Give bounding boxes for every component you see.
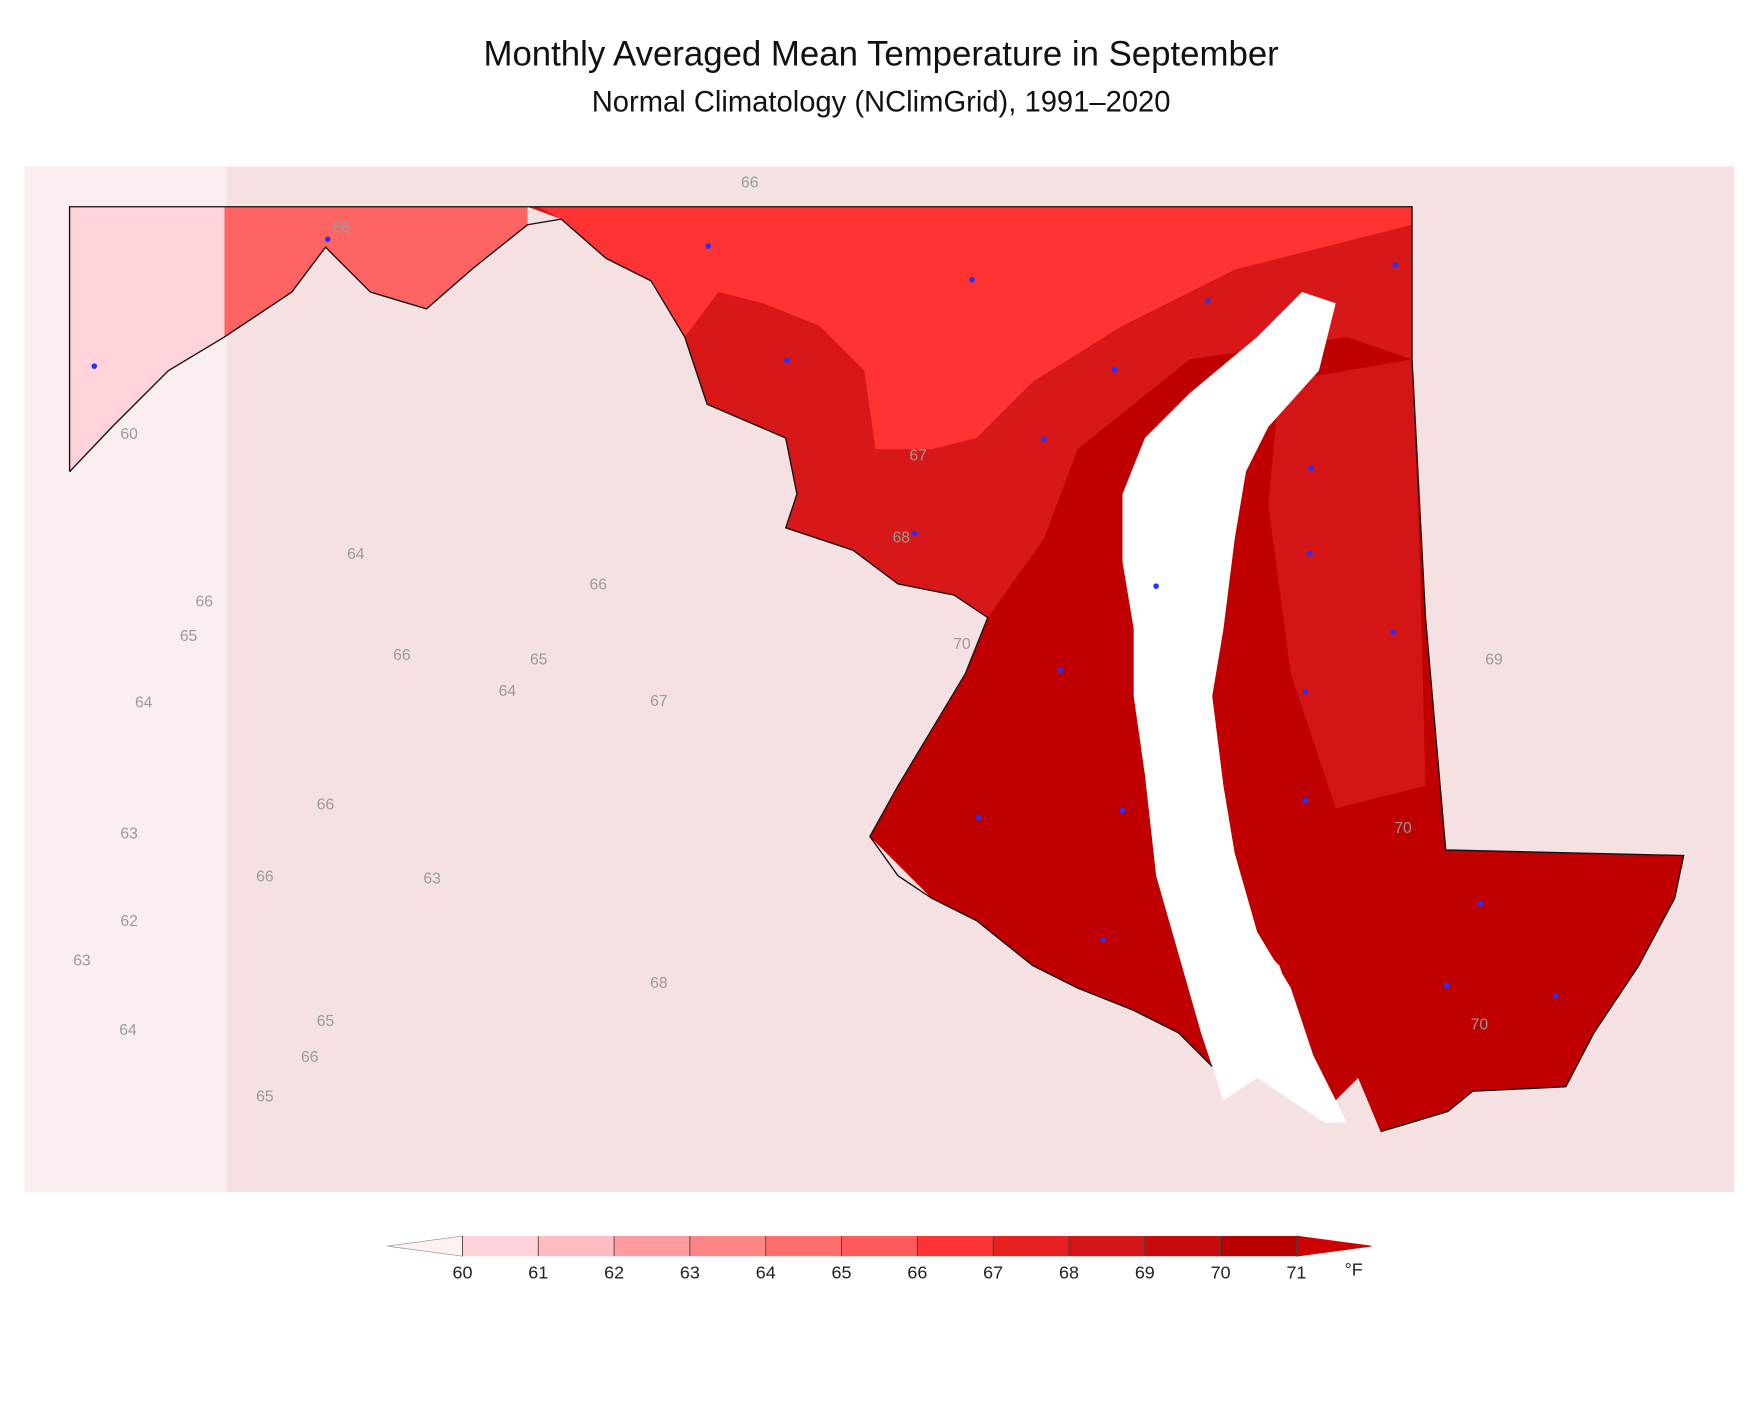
colorbar-tick-label: 61: [528, 1263, 548, 1283]
panhandle-warm-region: [224, 206, 528, 337]
contour-label: 66: [301, 1049, 319, 1066]
station: [1392, 262, 1399, 268]
colorbar-tick-label: 63: [680, 1263, 700, 1283]
contour-label: 64: [119, 1022, 137, 1039]
map: 66 66 60 67 68 64 66 66 65 70 66 65 69 64 64 67 66 70 63 66…: [24, 166, 1735, 1193]
north-region: [538, 206, 1413, 450]
colorbar-tick-label: 70: [1211, 1263, 1231, 1283]
contour-label: 64: [347, 546, 365, 563]
contour-label: 60: [120, 426, 138, 443]
colorbar-over: [1296, 1235, 1372, 1257]
colorbar-bin: [765, 1236, 842, 1257]
colorbar-tick-label: 66: [907, 1263, 927, 1283]
contour-label: 70: [1471, 1017, 1489, 1034]
colorbar-bin: [993, 1236, 1069, 1257]
colorbar-bin: [689, 1236, 766, 1257]
colorbar-bin: [841, 1236, 918, 1257]
colorbar-tick-label: 71: [1286, 1263, 1306, 1283]
contour-label: 70: [1394, 820, 1412, 837]
station: [1302, 688, 1309, 695]
station: [1111, 366, 1118, 373]
potomac-border: [69, 218, 1213, 1068]
colorbar-tick-label: 67: [983, 1263, 1003, 1283]
contour-label: 65: [317, 1013, 335, 1030]
stations: [91, 236, 1559, 999]
station: [1477, 900, 1484, 907]
station: [324, 236, 331, 243]
colorbar-unit: °F: [1345, 1259, 1363, 1279]
colorbar-bin: [1220, 1236, 1297, 1257]
contour-label: 62: [120, 913, 137, 930]
contour-label: 70: [953, 636, 971, 653]
colorbar-tick-label: 69: [1135, 1263, 1155, 1283]
southeast-region: [869, 336, 1684, 1132]
colorbar-bin: [917, 1236, 994, 1257]
contour-label: 66: [590, 577, 608, 594]
station: [1057, 667, 1064, 674]
station: [1390, 629, 1396, 635]
title: Monthly Averaged Mean Temperature in Sep…: [483, 35, 1278, 73]
station: [1153, 583, 1159, 589]
colorbar-tick-label: 68: [1059, 1263, 1079, 1283]
contour-label: 63: [423, 871, 441, 888]
colorbar-bin: [614, 1236, 690, 1257]
colorbar-tick-label: 62: [604, 1263, 624, 1283]
colorbar-tick-label: 65: [832, 1263, 852, 1283]
contour-label: 67: [650, 693, 667, 710]
chesapeake-bay: [1122, 292, 1347, 1123]
station: [1041, 436, 1047, 442]
contour-label: 63: [73, 953, 91, 970]
contour-label: 65: [256, 1088, 274, 1105]
contour-label: 65: [530, 652, 548, 669]
colorbar-bin: [1068, 1236, 1145, 1257]
colorbar-bin: [462, 1236, 539, 1257]
colorbar-under: [387, 1235, 463, 1257]
station: [969, 276, 975, 283]
station: [1204, 298, 1211, 304]
contour-label: 68: [893, 529, 911, 546]
station: [1100, 936, 1107, 943]
state-outline: [68, 206, 1685, 1133]
contour-label: 65: [180, 628, 198, 645]
station: [91, 363, 98, 369]
colorbar-bin: [1144, 1236, 1221, 1257]
contour-label: 67: [909, 447, 926, 464]
eastern-shore-band: [1268, 359, 1426, 809]
contour-label: 66: [332, 220, 350, 237]
contour-label: 64: [135, 694, 153, 711]
contour-label: 63: [120, 826, 138, 843]
subtitle: Normal Climatology (NClimGrid), 1991–202…: [592, 86, 1171, 118]
station: [1552, 993, 1559, 999]
colorbar-tick-label: 64: [756, 1263, 776, 1283]
station: [1302, 797, 1309, 804]
colorbar-bin: [538, 1236, 615, 1257]
contour-label: 68: [650, 975, 668, 992]
station: [784, 357, 790, 364]
contour-labels: 66 66 60 67 68 64 66 66 65 70 66 65 69 64 64 67 66 70 63 66…: [73, 175, 1503, 1106]
station: [1119, 807, 1126, 814]
contour-label: 66: [196, 593, 214, 610]
contour-label: 66: [256, 868, 274, 885]
colorbar: 60 61 62 63 64 65 66 67 68 69 70 71 °F: [387, 1235, 1372, 1283]
colorbar-tick-label: 60: [452, 1263, 472, 1283]
station: [1308, 465, 1314, 472]
contour-label: 69: [1485, 652, 1502, 669]
station: [1307, 550, 1313, 557]
contour-label: 66: [393, 647, 411, 664]
contour-label: 66: [317, 797, 335, 814]
station: [705, 243, 712, 249]
station: [911, 530, 918, 537]
contour-label: 66: [741, 175, 759, 192]
station: [975, 814, 982, 821]
contour-label: 64: [499, 683, 517, 700]
station: [1444, 982, 1450, 989]
